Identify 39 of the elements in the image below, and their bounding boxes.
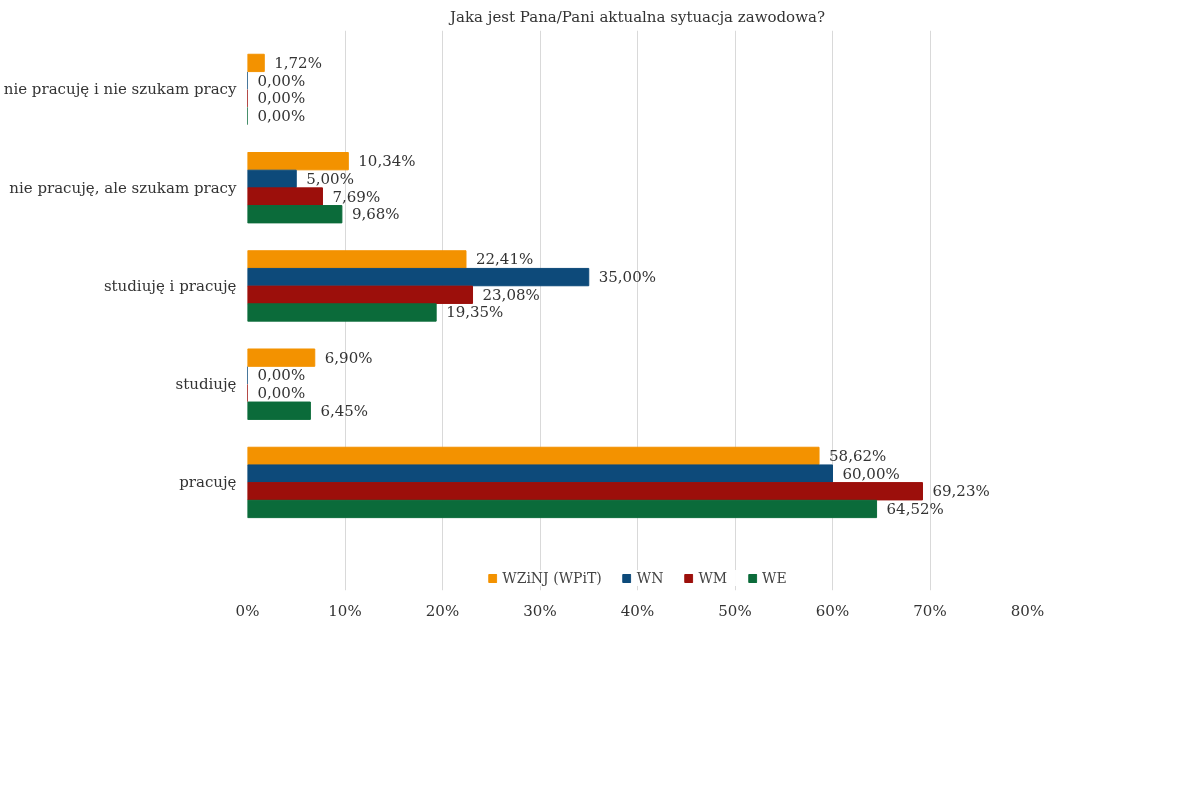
data-label: 0,00% (257, 384, 306, 403)
data-label: 19,35% (446, 303, 504, 322)
y-tick-label: pracuję (179, 473, 237, 492)
x-tick-label: 30% (523, 601, 557, 620)
data-label: 0,00% (257, 71, 306, 90)
data-label: 60,00% (842, 464, 900, 483)
data-label: 6,45% (320, 401, 369, 420)
x-tick-label: 40% (620, 601, 655, 620)
data-label: 0,00% (257, 106, 306, 125)
x-tick-label: 0% (235, 601, 260, 620)
x-tick-label: 80% (1010, 601, 1045, 620)
x-tick-label: 10% (328, 601, 362, 620)
y-tick-label: nie pracuję i nie szukam pracy (3, 80, 238, 99)
data-label: 7,69% (332, 187, 381, 206)
data-label: 58,62% (829, 446, 887, 465)
data-label: 64,52% (886, 499, 944, 518)
legend-label: WZiNJ (WPiT) (502, 570, 602, 586)
chart-title: Jaka jest Pana/Pani aktualna sytuacja zawodowa? (448, 7, 825, 26)
legend-label: WM (698, 570, 728, 586)
y-tick-label: nie pracuję, ale szukam pracy (9, 178, 238, 197)
data-label: 10,34% (358, 152, 416, 171)
data-label: 6,90% (324, 348, 373, 367)
data-label: 5,00% (306, 169, 354, 188)
data-label: 35,00% (598, 268, 656, 287)
x-tick-label: 70% (913, 601, 947, 620)
legend-label: WN (636, 570, 664, 586)
data-label: 9,68% (351, 205, 400, 224)
x-tick-label: 60% (815, 601, 850, 620)
legend-label: WE (762, 570, 787, 586)
data-label: 69,23% (932, 482, 990, 501)
data-label: 0,00% (257, 366, 306, 385)
data-label: 0,00% (257, 89, 306, 108)
y-tick-label: studiuję (175, 375, 237, 394)
data-label: 1,72% (274, 53, 322, 72)
data-label: 22,41% (476, 250, 534, 269)
x-tick-label: 20% (425, 601, 460, 620)
x-tick-label: 50% (718, 601, 752, 620)
y-tick-label: studiuję i pracuję (103, 276, 237, 295)
data-label: 23,08% (482, 285, 540, 304)
